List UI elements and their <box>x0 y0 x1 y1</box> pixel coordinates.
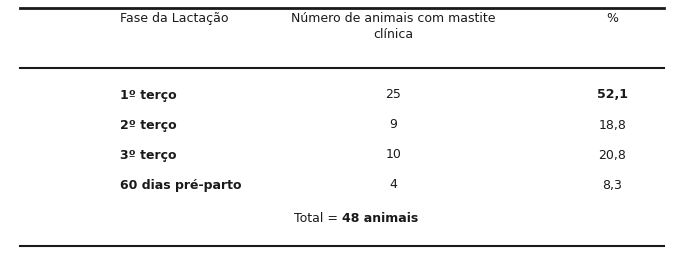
Text: 4: 4 <box>389 179 397 192</box>
Text: 10: 10 <box>385 149 402 162</box>
Text: 1º terço: 1º terço <box>120 88 176 102</box>
Text: 48 animais: 48 animais <box>342 212 418 225</box>
Text: 18,8: 18,8 <box>598 119 626 132</box>
Text: 52,1: 52,1 <box>596 88 628 102</box>
Text: Total =: Total = <box>294 212 342 225</box>
Text: %: % <box>606 12 618 25</box>
Text: 25: 25 <box>385 88 402 102</box>
Text: 9: 9 <box>389 119 397 132</box>
Text: Número de animais com mastite
clínica: Número de animais com mastite clínica <box>291 12 495 41</box>
Text: 60 dias pré-parto: 60 dias pré-parto <box>120 179 241 192</box>
Text: 3º terço: 3º terço <box>120 149 176 162</box>
Text: Fase da Lactação: Fase da Lactação <box>120 12 228 25</box>
Text: 2º terço: 2º terço <box>120 119 176 132</box>
Text: 20,8: 20,8 <box>598 149 626 162</box>
Text: 8,3: 8,3 <box>602 179 622 192</box>
